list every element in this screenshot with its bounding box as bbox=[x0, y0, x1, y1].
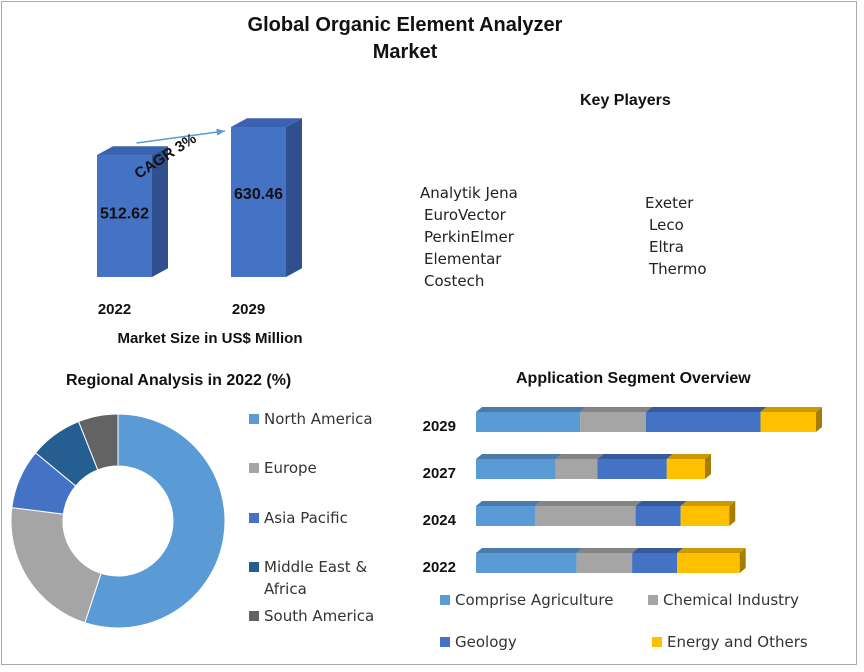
chart-frame bbox=[1, 1, 857, 665]
regional-legend-label: Europe bbox=[264, 459, 317, 477]
application-bar-geology-2024 bbox=[635, 506, 681, 526]
application-bar-top-2029 bbox=[476, 407, 587, 412]
application-bar-top-2024 bbox=[680, 501, 736, 506]
application-legend-swatch bbox=[652, 637, 662, 647]
application-title: Application Segment Overview bbox=[516, 370, 751, 387]
regional-title: Regional Analysis in 2022 (%) bbox=[66, 372, 292, 389]
key-player-item: Elementar bbox=[424, 250, 502, 268]
application-bar-chemical-industry-2029 bbox=[580, 412, 646, 432]
donut-slice-south-america bbox=[77, 413, 119, 471]
application-legend-label: Geology bbox=[455, 633, 517, 651]
key-player-item: Exeter bbox=[645, 194, 694, 212]
market-bar-year-label: 2029 bbox=[232, 301, 265, 318]
main-title: Global Organic Element Analyzer Market bbox=[190, 12, 620, 66]
cagr-arrow-line bbox=[136, 130, 226, 144]
application-year-label: 2024 bbox=[423, 512, 457, 529]
application-year-label: 2027 bbox=[423, 465, 456, 482]
regional-legend-label: Middle East & Africa bbox=[264, 558, 368, 598]
application-bar-top-2029 bbox=[646, 407, 767, 412]
application-bar-comprise-agriculture-2027 bbox=[476, 459, 556, 479]
application-bar-comprise-agriculture-2029 bbox=[476, 412, 581, 432]
application-bar-energy-and-others-2022 bbox=[677, 553, 740, 573]
donut-slice-europe bbox=[10, 507, 102, 624]
regional-legend-swatch bbox=[249, 414, 259, 424]
key-player-item: Eltra bbox=[649, 238, 684, 256]
donut-slice-north-america bbox=[84, 413, 226, 629]
key-player-item: EuroVector bbox=[424, 206, 506, 224]
application-bar-chemical-industry-2027 bbox=[555, 459, 598, 479]
application-year-label: 2022 bbox=[423, 559, 456, 576]
application-bar-top-2027 bbox=[666, 454, 711, 459]
application-bar-side-2024 bbox=[729, 501, 736, 526]
market-bar-top-2022 bbox=[97, 146, 168, 156]
regional-legend-label: Asia Pacific bbox=[264, 509, 348, 527]
application-bar-geology-2027 bbox=[597, 459, 667, 479]
application-bar-top-2022 bbox=[576, 548, 639, 553]
market-size-axis-label: Market Size in US$ Million bbox=[117, 330, 302, 347]
application-legend-label: Chemical Industry bbox=[663, 591, 800, 609]
application-bar-side-2022 bbox=[739, 548, 746, 573]
market-bar-top-2029 bbox=[231, 118, 302, 127]
application-bar-energy-and-others-2027 bbox=[666, 459, 705, 479]
application-bar-top-2027 bbox=[555, 454, 604, 459]
key-player-item: Leco bbox=[649, 216, 684, 234]
regional-legend-swatch bbox=[249, 463, 259, 473]
application-bar-chemical-industry-2022 bbox=[576, 553, 633, 573]
application-bar-geology-2029 bbox=[646, 412, 761, 432]
application-bar-chemical-industry-2024 bbox=[534, 506, 636, 526]
key-players-title: Key Players bbox=[580, 92, 671, 109]
application-bar-energy-and-others-2029 bbox=[760, 412, 816, 432]
regional-legend-swatch bbox=[249, 513, 259, 523]
application-bar-top-2029 bbox=[760, 407, 822, 412]
market-bar-year-label: 2022 bbox=[98, 301, 131, 318]
application-bar-side-2027 bbox=[704, 454, 711, 479]
regional-legend-label: South America bbox=[264, 607, 375, 625]
key-player-item: Thermo bbox=[649, 260, 707, 278]
application-legend-swatch bbox=[440, 595, 450, 605]
regional-legend-swatch bbox=[249, 562, 259, 572]
application-bar-energy-and-others-2024 bbox=[680, 506, 730, 526]
application-bar-comprise-agriculture-2024 bbox=[476, 506, 535, 526]
application-bar-geology-2022 bbox=[632, 553, 678, 573]
market-bar-side-2029 bbox=[286, 118, 302, 277]
regional-legend-swatch bbox=[249, 611, 259, 621]
application-legend-label: Comprise Agriculture bbox=[455, 591, 614, 609]
market-bar-value-label: 512.62 bbox=[100, 205, 149, 222]
application-year-label: 2029 bbox=[423, 418, 456, 435]
application-bar-top-2027 bbox=[597, 454, 673, 459]
application-bar-comprise-agriculture-2022 bbox=[476, 553, 577, 573]
main-title-line2: Market bbox=[372, 41, 438, 63]
application-bar-top-2022 bbox=[476, 548, 583, 553]
key-player-item: Costech bbox=[424, 272, 485, 290]
application-legend-swatch bbox=[648, 595, 658, 605]
market-bar-value-label: 630.46 bbox=[234, 186, 283, 203]
market-bar-2029 bbox=[231, 127, 286, 277]
application-bar-side-2029 bbox=[816, 407, 822, 432]
application-bar-top-2024 bbox=[476, 501, 541, 506]
application-legend-label: Energy and Others bbox=[667, 633, 808, 651]
application-bar-top-2027 bbox=[476, 454, 562, 459]
main-title-line1: Global Organic Element Analyzer bbox=[247, 14, 563, 36]
application-bar-top-2022 bbox=[677, 548, 746, 553]
key-player-item: Analytik Jena bbox=[420, 184, 518, 202]
market-bar-2022 bbox=[97, 155, 152, 277]
application-legend-swatch bbox=[440, 637, 450, 647]
application-bar-top-2029 bbox=[580, 407, 652, 412]
market-bar-side-2022 bbox=[152, 146, 168, 277]
application-bar-top-2022 bbox=[632, 548, 684, 553]
application-bar-top-2024 bbox=[534, 501, 642, 506]
cagr-arrow-head bbox=[216, 128, 225, 136]
regional-legend-label: North America bbox=[264, 410, 373, 428]
key-player-item: PerkinElmer bbox=[424, 228, 514, 246]
application-bar-top-2024 bbox=[635, 501, 687, 506]
